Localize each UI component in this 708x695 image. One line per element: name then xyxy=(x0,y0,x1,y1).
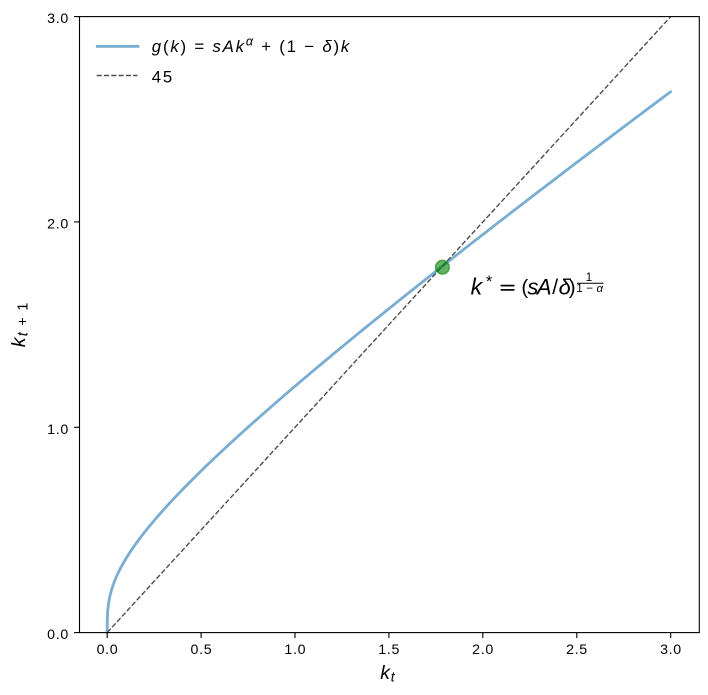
svg-text:0.5: 0.5 xyxy=(190,642,212,658)
svg-text:δ: δ xyxy=(559,275,572,300)
svg-text:0.0: 0.0 xyxy=(47,627,69,643)
svg-text:k: k xyxy=(471,274,484,300)
svg-text:2.5: 2.5 xyxy=(566,642,588,658)
svg-text:0.0: 0.0 xyxy=(97,642,119,658)
svg-text:3.0: 3.0 xyxy=(47,11,69,27)
svg-text:1 − α: 1 − α xyxy=(576,283,603,295)
svg-text:kt: kt xyxy=(380,662,396,684)
svg-text:3.0: 3.0 xyxy=(660,642,682,658)
svg-text:*: * xyxy=(486,273,493,291)
svg-text:): ) xyxy=(569,276,576,299)
svg-text:(: ( xyxy=(521,276,528,299)
svg-text:s: s xyxy=(527,275,538,300)
svg-text:1: 1 xyxy=(586,272,592,284)
svg-text:g(k) = sAkα + (1 − δ)k: g(k) = sAkα + (1 − δ)k xyxy=(152,35,351,57)
svg-text:1.0: 1.0 xyxy=(284,642,306,658)
svg-text:1.5: 1.5 xyxy=(378,642,400,658)
svg-text:2.0: 2.0 xyxy=(47,217,69,233)
svg-text:1.0: 1.0 xyxy=(47,422,69,438)
svg-text:/: / xyxy=(552,276,558,299)
svg-text:2.0: 2.0 xyxy=(472,642,494,658)
svg-text:45: 45 xyxy=(152,68,174,87)
svg-text:A: A xyxy=(535,275,552,300)
